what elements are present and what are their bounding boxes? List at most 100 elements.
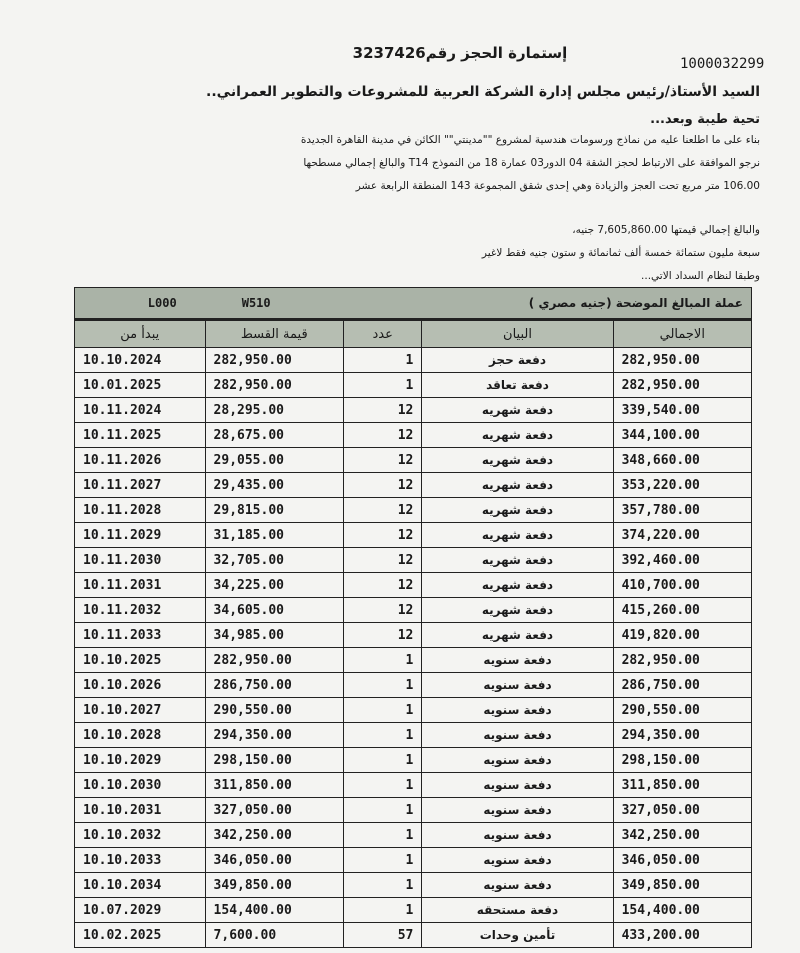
table-row: 346,050.00 دفعة سنويه 1 346,050.00 10.10.203… <box>74 847 753 873</box>
cell-installment: 7,600.00 <box>204 922 344 948</box>
cell-start-date: 10.10.2024 <box>74 347 206 373</box>
cell-count: 12 <box>342 572 423 598</box>
cell-total: 357,780.00 <box>612 497 753 523</box>
table-row: 357,780.00 دفعة شهريه 12 29,815.00 10.11.202… <box>74 497 753 523</box>
cell-start-date: 10.11.2026 <box>74 447 206 473</box>
cell-description: دفعة مستحقه <box>421 897 614 923</box>
table-row: 339,540.00 دفعة شهريه 12 28,295.00 10.11.202… <box>74 397 753 423</box>
cell-description: دفعة شهريه <box>421 497 614 523</box>
cell-count: 1 <box>342 872 423 898</box>
cell-start-date: 10.11.2028 <box>74 497 206 523</box>
cell-installment: 34,605.00 <box>204 597 344 623</box>
cell-start-date: 10.10.2032 <box>74 822 206 848</box>
cell-installment: 346,050.00 <box>204 847 344 873</box>
cell-total: 392,460.00 <box>612 547 753 573</box>
cell-start-date: 10.10.2031 <box>74 797 206 823</box>
header-description: البيان <box>421 318 614 348</box>
codes: L000 W510 <box>74 287 344 320</box>
table-row: 282,950.00 دفعة حجز 1 282,950.00 10.10.2024 <box>74 347 753 373</box>
cell-installment: 311,850.00 <box>204 772 344 798</box>
cell-installment: 29,815.00 <box>204 497 344 523</box>
cell-description: دفعة تعاقد <box>421 372 614 398</box>
cell-count: 12 <box>342 397 423 423</box>
cell-start-date: 10.11.2025 <box>74 422 206 448</box>
body-line: نرجو الموافقة على الارتباط لحجز الشقة 04… <box>303 157 760 169</box>
cell-description: دفعة شهريه <box>421 422 614 448</box>
cell-count: 1 <box>342 647 423 673</box>
cell-total: 282,950.00 <box>612 372 753 398</box>
cell-start-date: 10.11.2029 <box>74 522 206 548</box>
cell-total: 339,540.00 <box>612 397 753 423</box>
header-count: عدد <box>342 318 423 348</box>
header-total: الاجمالي <box>612 318 753 348</box>
table-row: 311,850.00 دفعة سنويه 1 311,850.00 10.10.203… <box>74 772 753 798</box>
table-row: 290,550.00 دفعة سنويه 1 290,550.00 10.10.202… <box>74 697 753 723</box>
cell-description: تأمين وحدات <box>421 922 614 948</box>
cell-installment: 327,050.00 <box>204 797 344 823</box>
cell-count: 1 <box>342 772 423 798</box>
cell-installment: 290,550.00 <box>204 697 344 723</box>
cell-total: 346,050.00 <box>612 847 753 873</box>
cell-installment: 282,950.00 <box>204 372 344 398</box>
cell-total: 353,220.00 <box>612 472 753 498</box>
body-line: بناء على ما اطلعنا عليه من نماذج ورسومات… <box>300 134 760 146</box>
cell-description: دفعة سنويه <box>421 722 614 748</box>
greeting: تحية طيبة وبعد... <box>650 112 760 127</box>
cell-total: 327,050.00 <box>612 797 753 823</box>
cell-total: 298,150.00 <box>612 747 753 773</box>
cell-total: 433,200.00 <box>612 922 753 948</box>
cell-count: 1 <box>342 372 423 398</box>
cell-total: 154,400.00 <box>612 897 753 923</box>
form-title: إستمارة الحجز رقم3237426 <box>352 44 568 62</box>
cell-total: 419,820.00 <box>612 622 753 648</box>
cell-count: 1 <box>342 847 423 873</box>
cell-total: 342,250.00 <box>612 822 753 848</box>
cell-installment: 282,950.00 <box>204 347 344 373</box>
cell-count: 1 <box>342 672 423 698</box>
table-row: 298,150.00 دفعة سنويه 1 298,150.00 10.10.202… <box>74 747 753 773</box>
cell-description: دفعة سنويه <box>421 797 614 823</box>
cell-description: دفعة شهريه <box>421 472 614 498</box>
cell-installment: 29,055.00 <box>204 447 344 473</box>
table-row: 327,050.00 دفعة سنويه 1 327,050.00 10.10.203… <box>74 797 753 823</box>
cell-count: 1 <box>342 747 423 773</box>
currency-caption: عملة المبالغ الموضحة (جنيه مصري ) <box>343 287 753 320</box>
currency-caption-row: عملة المبالغ الموضحة (جنيه مصري ) L000 W… <box>74 287 753 320</box>
table-row: 294,350.00 دفعة سنويه 1 294,350.00 10.10.202… <box>74 722 753 748</box>
cell-description: دفعة شهريه <box>421 522 614 548</box>
cell-total: 294,350.00 <box>612 722 753 748</box>
cell-description: دفعة سنويه <box>421 747 614 773</box>
cell-description: دفعة سنويه <box>421 697 614 723</box>
cell-total: 282,950.00 <box>612 647 753 673</box>
table-row: 415,260.00 دفعة شهريه 12 34,605.00 10.11.203… <box>74 597 753 623</box>
cell-count: 1 <box>342 822 423 848</box>
cell-count: 1 <box>342 897 423 923</box>
table-row: 348,660.00 دفعة شهريه 12 29,055.00 10.11.202… <box>74 447 753 473</box>
table-row: 282,950.00 دفعة سنويه 1 282,950.00 10.10.202… <box>74 647 753 673</box>
code-1: L000 <box>147 296 177 310</box>
cell-count: 1 <box>342 797 423 823</box>
cell-start-date: 10.01.2025 <box>74 372 206 398</box>
cell-count: 1 <box>342 722 423 748</box>
cell-total: 311,850.00 <box>612 772 753 798</box>
cell-total: 410,700.00 <box>612 572 753 598</box>
reference-number: 1000032299 <box>680 56 765 72</box>
cell-count: 57 <box>342 922 423 948</box>
table-row: 419,820.00 دفعة شهريه 12 34,985.00 10.11.203… <box>74 622 753 648</box>
table-row: 392,460.00 دفعة شهريه 12 32,705.00 10.11.203… <box>74 547 753 573</box>
cell-start-date: 10.02.2025 <box>74 922 206 948</box>
cell-start-date: 10.10.2029 <box>74 747 206 773</box>
cell-start-date: 10.10.2027 <box>74 697 206 723</box>
code-2: W510 <box>241 296 271 310</box>
cell-start-date: 10.11.2030 <box>74 547 206 573</box>
cell-installment: 28,295.00 <box>204 397 344 423</box>
table-row: 282,950.00 دفعة تعاقد 1 282,950.00 10.01.202… <box>74 372 753 398</box>
cell-start-date: 10.10.2025 <box>74 647 206 673</box>
cell-total: 282,950.00 <box>612 347 753 373</box>
cell-start-date: 10.11.2027 <box>74 472 206 498</box>
cell-installment: 286,750.00 <box>204 672 344 698</box>
table-row: 353,220.00 دفعة شهريه 12 29,435.00 10.11.202… <box>74 472 753 498</box>
header-start-date: يبدأ من <box>74 318 206 348</box>
table-row: 344,100.00 دفعة شهريه 12 28,675.00 10.11.202… <box>74 422 753 448</box>
cell-description: دفعة سنويه <box>421 822 614 848</box>
